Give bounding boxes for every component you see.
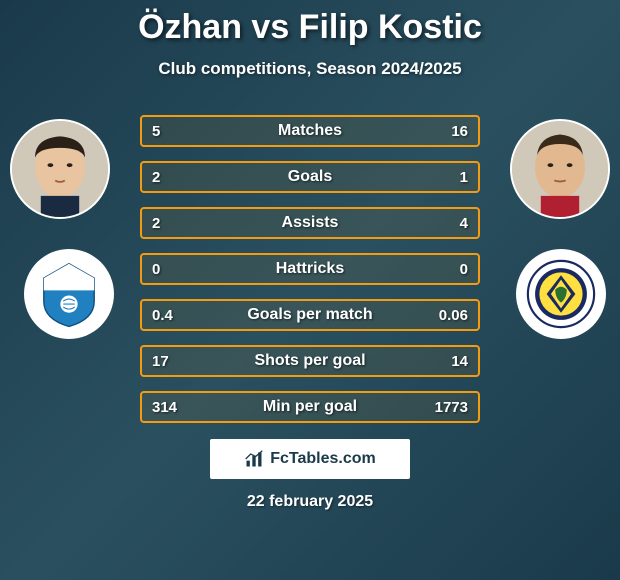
stat-label: Matches (278, 122, 342, 140)
stats-table: 5 Matches 16 2 Goals 1 2 Assists 4 0 Hat… (140, 109, 480, 423)
stat-right-value: 1 (460, 169, 468, 186)
chart-icon (244, 449, 264, 469)
club-left-logo (24, 249, 114, 339)
stat-left-value: 0.4 (152, 307, 173, 324)
stat-left-value: 2 (152, 169, 160, 186)
comparison-date: 22 february 2025 (0, 493, 620, 511)
player-face-icon (512, 121, 608, 217)
stat-label: Goals per match (247, 306, 372, 324)
stat-row: 17 Shots per goal 14 (140, 345, 480, 377)
stat-right-value: 4 (460, 215, 468, 232)
stat-label: Goals (288, 168, 332, 186)
stat-label: Assists (282, 214, 339, 232)
stat-row: 5 Matches 16 (140, 115, 480, 147)
stat-right-value: 0.06 (439, 307, 468, 324)
stat-row: 2 Goals 1 (140, 161, 480, 193)
stat-label: Shots per goal (254, 352, 365, 370)
page-subtitle: Club competitions, Season 2024/2025 (0, 59, 620, 79)
stat-left-value: 5 (152, 123, 160, 140)
stat-row: 314 Min per goal 1773 (140, 391, 480, 423)
stat-label: Hattricks (276, 260, 344, 278)
stat-left-value: 0 (152, 261, 160, 278)
stat-left-value: 314 (152, 399, 177, 416)
club-crest-icon (525, 258, 597, 330)
stat-right-value: 14 (451, 353, 468, 370)
stat-left-value: 2 (152, 215, 160, 232)
stat-row: 0.4 Goals per match 0.06 (140, 299, 480, 331)
stat-label: Min per goal (263, 398, 357, 416)
branding-badge: FcTables.com (210, 439, 410, 479)
stat-right-value: 1773 (435, 399, 468, 416)
stat-row: 2 Assists 4 (140, 207, 480, 239)
player-left-avatar (10, 119, 110, 219)
comparison-area: 5 Matches 16 2 Goals 1 2 Assists 4 0 Hat… (0, 109, 620, 511)
brand-text: FcTables.com (270, 450, 376, 468)
stat-right-value: 0 (460, 261, 468, 278)
club-right-logo (516, 249, 606, 339)
player-right-avatar (510, 119, 610, 219)
stat-row: 0 Hattricks 0 (140, 253, 480, 285)
stat-right-value: 16 (451, 123, 468, 140)
player-face-icon (12, 121, 108, 217)
club-crest-icon (33, 258, 105, 330)
stat-left-value: 17 (152, 353, 169, 370)
page-title: Özhan vs Filip Kostic (0, 0, 620, 47)
